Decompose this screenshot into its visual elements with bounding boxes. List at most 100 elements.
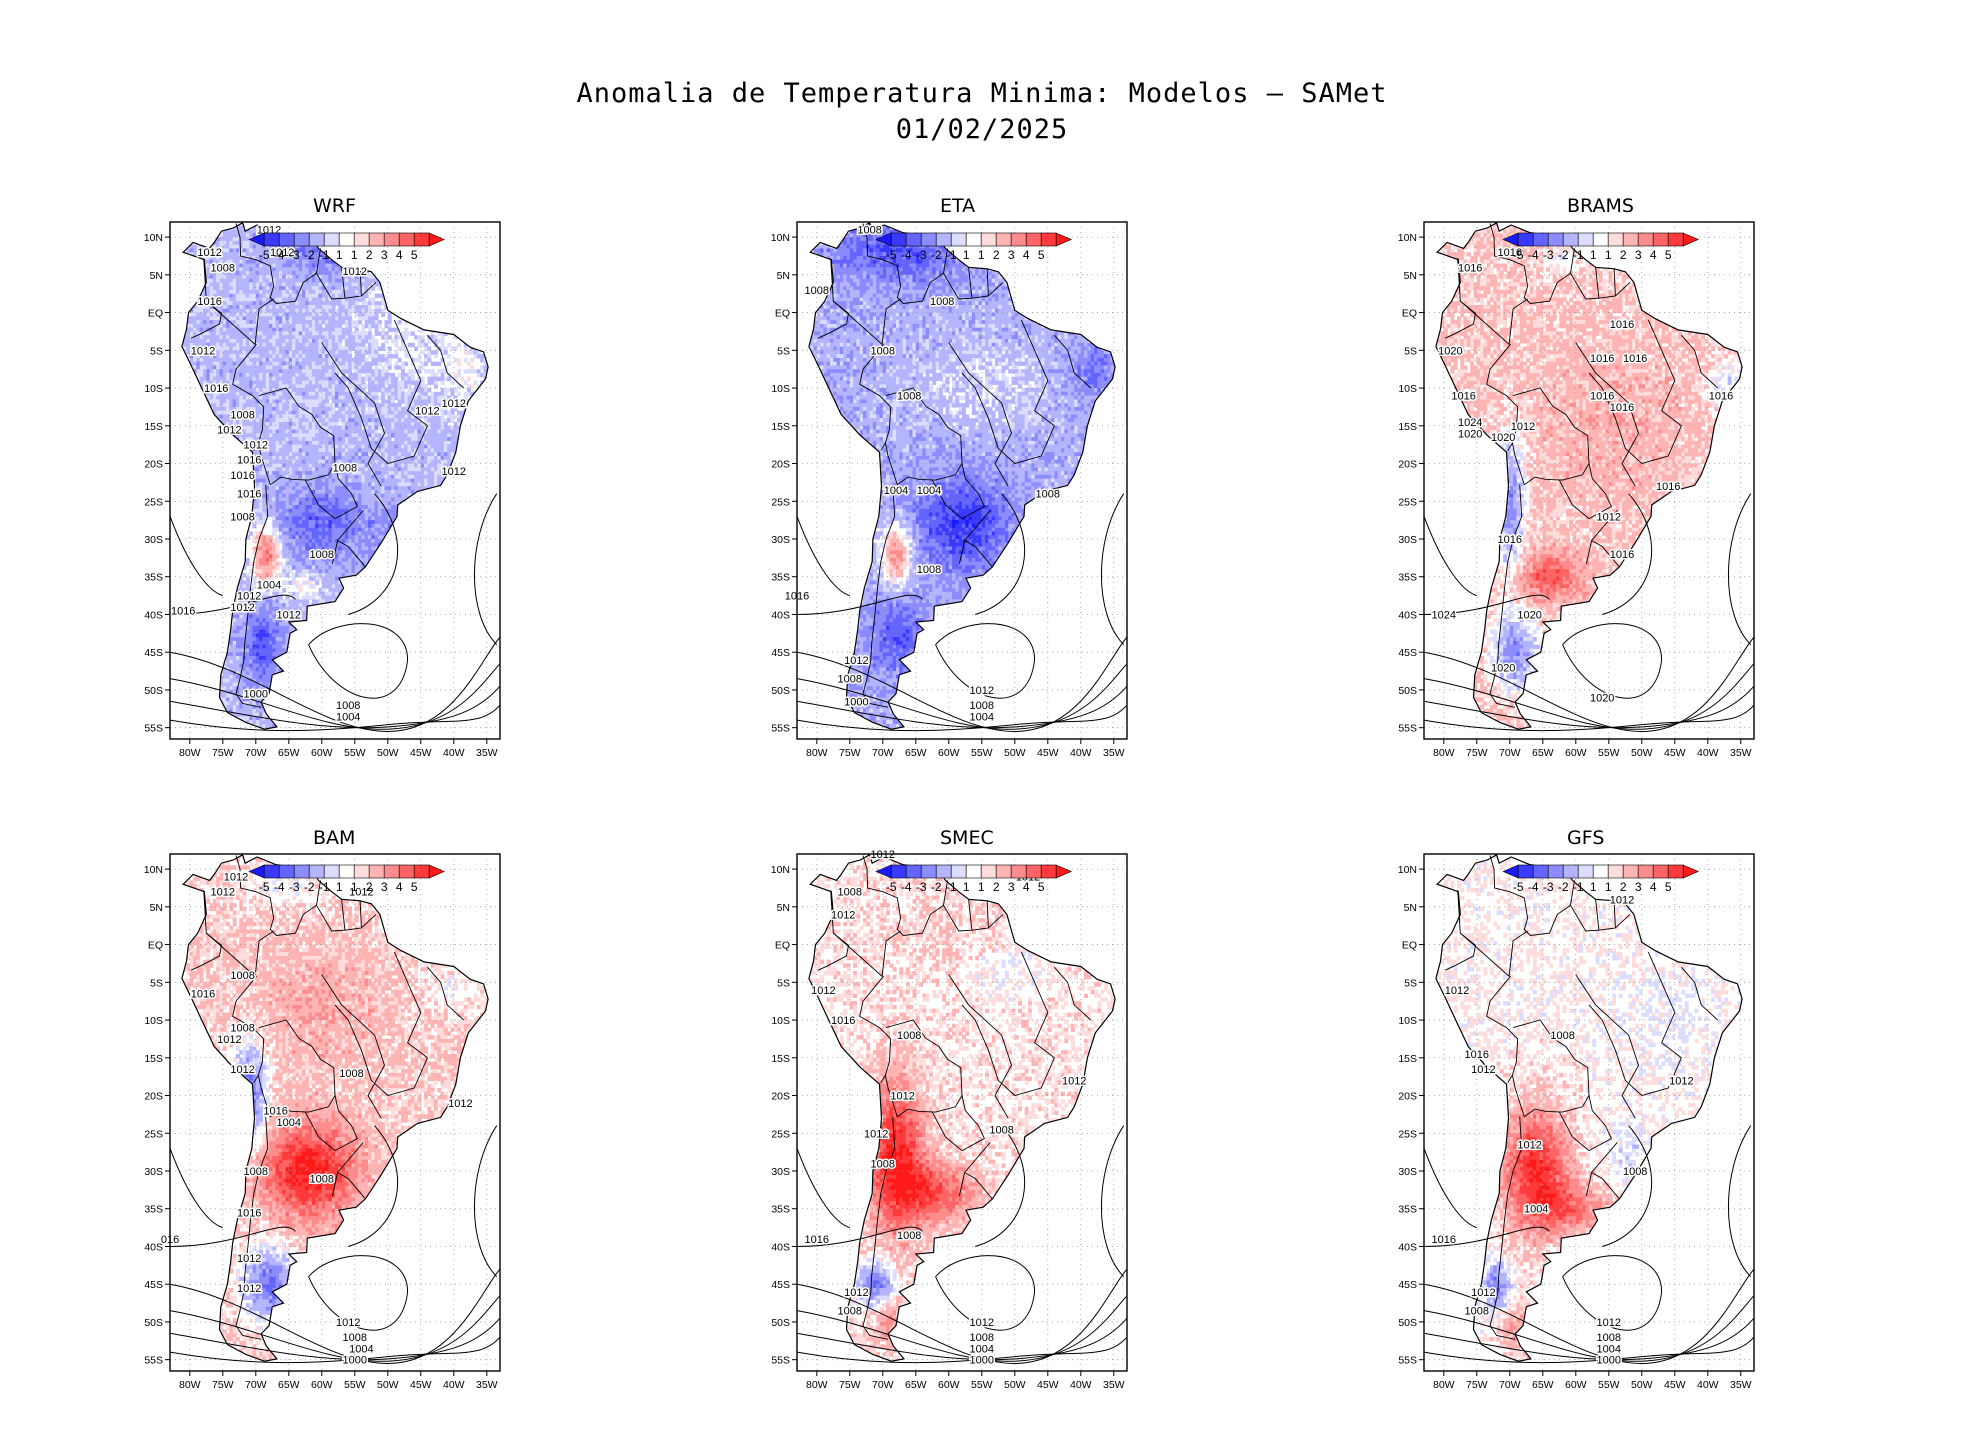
- y-tick-label: 5S: [777, 977, 790, 989]
- colorbar-swatch: [1652, 864, 1669, 879]
- isobar-label: 1012: [415, 406, 439, 418]
- colorbar-swatch: [1055, 232, 1072, 247]
- isobar-label: 1016: [1498, 247, 1522, 259]
- isobar-label: 1020: [1491, 432, 1515, 444]
- isobar-label: 1004: [1597, 1343, 1621, 1355]
- isobar-label: 1008: [838, 1306, 862, 1318]
- colorbar-swatch: [323, 232, 340, 247]
- x-tick-label: 45W: [1664, 1379, 1686, 1391]
- y-tick-label: 5N: [150, 902, 163, 914]
- colorbar-label: 5: [1038, 248, 1045, 262]
- x-tick-label: 50W: [1004, 747, 1026, 759]
- colorbar-swatch: [1607, 864, 1624, 879]
- colorbar-label: 2: [366, 248, 373, 262]
- colorbar-swatch: [1010, 864, 1027, 879]
- y-tick-label: EQ: [148, 940, 163, 952]
- y-tick-label: 35S: [771, 572, 790, 584]
- y-tick-label: 45S: [144, 1279, 163, 1291]
- isobar-label: 1012: [844, 655, 868, 667]
- isobar-label: 1000: [970, 1355, 994, 1367]
- isobar-label: 1016: [1610, 402, 1634, 414]
- isobar-label: 1012: [230, 1064, 254, 1076]
- colorbar-label: -4: [1528, 880, 1539, 894]
- x-tick-label: 75W: [839, 747, 861, 759]
- axes: 80W 75W 70W 65W 60W 55W 50W 45W 40W 35W 10N 5N EQ 5S 1…: [1398, 232, 1752, 759]
- colorbar-swatch: [905, 864, 922, 879]
- isobar-label: 1012: [1471, 1287, 1495, 1299]
- y-tick-label: EQ: [1402, 940, 1417, 952]
- x-tick-label: 65W: [905, 747, 927, 759]
- y-tick-label: 5S: [777, 345, 790, 357]
- x-tick-label: 55W: [344, 1379, 366, 1391]
- axes: 80W 75W 70W 65W 60W 55W 50W 45W 40W 35W 10N 5N EQ 5S 1…: [144, 864, 498, 1391]
- colorbar-swatch: [995, 864, 1012, 879]
- isobar-label: 1004: [1524, 1204, 1548, 1216]
- coastline: [1435, 221, 1743, 730]
- x-tick-label: 70W: [1499, 747, 1521, 759]
- colorbar-label: 1: [351, 248, 358, 262]
- isobar-label: 1008: [1597, 1332, 1621, 1344]
- y-tick-label: 5S: [1404, 345, 1417, 357]
- colorbar-label: 1: [336, 248, 343, 262]
- colorbar-label: -5: [259, 880, 270, 894]
- colorbar-label: -3: [289, 248, 300, 262]
- colorbar-swatch: [308, 864, 325, 879]
- colorbar-swatch: [1667, 864, 1684, 879]
- colorbar-label: -1: [319, 880, 330, 894]
- x-tick-label: 50W: [1631, 747, 1653, 759]
- colorbar-swatch: [1025, 232, 1042, 247]
- y-tick-label: 30S: [771, 534, 790, 546]
- x-tick-label: 65W: [1532, 1379, 1554, 1391]
- colorbar-label: 1: [1605, 880, 1612, 894]
- isobar-label: 1008: [970, 1332, 994, 1344]
- y-tick-label: 10N: [771, 232, 790, 244]
- isobar-label: 1016: [197, 296, 221, 308]
- x-tick-label: 70W: [245, 1379, 267, 1391]
- plot-frame: [169, 221, 501, 740]
- figure-title: Anomalia de Temperatura Minima: Modelos …: [0, 76, 1964, 148]
- x-tick-label: 75W: [212, 1379, 234, 1391]
- colorbar-label: 4: [1023, 880, 1030, 894]
- map-plot: 1012101210081016101210121012100810041016…: [1398, 853, 1755, 1391]
- colorbar-label: 2: [1620, 880, 1627, 894]
- isobar-label: 1016: [230, 470, 254, 482]
- y-tick-label: 10S: [771, 383, 790, 395]
- anomaly-field: [810, 857, 1115, 1361]
- isobar-label: 1008: [230, 410, 254, 422]
- y-tick-label: 5S: [1404, 977, 1417, 989]
- y-tick-label: 50S: [1398, 1317, 1417, 1329]
- isobar-label: 1004: [277, 1117, 301, 1129]
- colorbar-label: 2: [993, 248, 1000, 262]
- x-tick-label: 35W: [476, 747, 498, 759]
- isobar-label: 1016: [237, 455, 261, 467]
- country-borders: [1444, 223, 1719, 708]
- isobar-label: 1008: [897, 391, 921, 403]
- colorbar-label: 1: [351, 880, 358, 894]
- isobar-label: 1008: [838, 674, 862, 686]
- y-tick-label: 10N: [771, 864, 790, 876]
- isobar-labels: 1012101210081016101210121012100810041016…: [1430, 893, 1695, 1368]
- y-tick-label: 35S: [144, 572, 163, 584]
- x-tick-label: 60W: [938, 747, 960, 759]
- isobar-label: 1012: [224, 872, 248, 884]
- isobar-label: 1012: [211, 887, 235, 899]
- colorbar-swatch: [293, 864, 310, 879]
- colorbar-swatch: [1577, 232, 1594, 247]
- x-tick-label: 75W: [1466, 747, 1488, 759]
- colorbar-label: 5: [1665, 880, 1672, 894]
- colorbar-label: 5: [1038, 880, 1045, 894]
- y-tick-label: 25S: [1398, 1128, 1417, 1140]
- colorbar: -5 -4 -3 -2 -1 1 1 2 3 4 5: [248, 864, 445, 894]
- x-tick-label: 35W: [1730, 747, 1752, 759]
- colorbar-swatch: [935, 232, 952, 247]
- colorbar-label: 5: [411, 248, 418, 262]
- y-tick-label: EQ: [1402, 308, 1417, 320]
- y-tick-label: 15S: [771, 1053, 790, 1065]
- country-borders: [190, 855, 465, 1340]
- isobar-label: 1012: [1517, 1140, 1541, 1152]
- colorbar: -5 -4 -3 -2 -1 1 1 2 3 4 5: [1502, 232, 1699, 262]
- plot-frame: [1423, 853, 1755, 1372]
